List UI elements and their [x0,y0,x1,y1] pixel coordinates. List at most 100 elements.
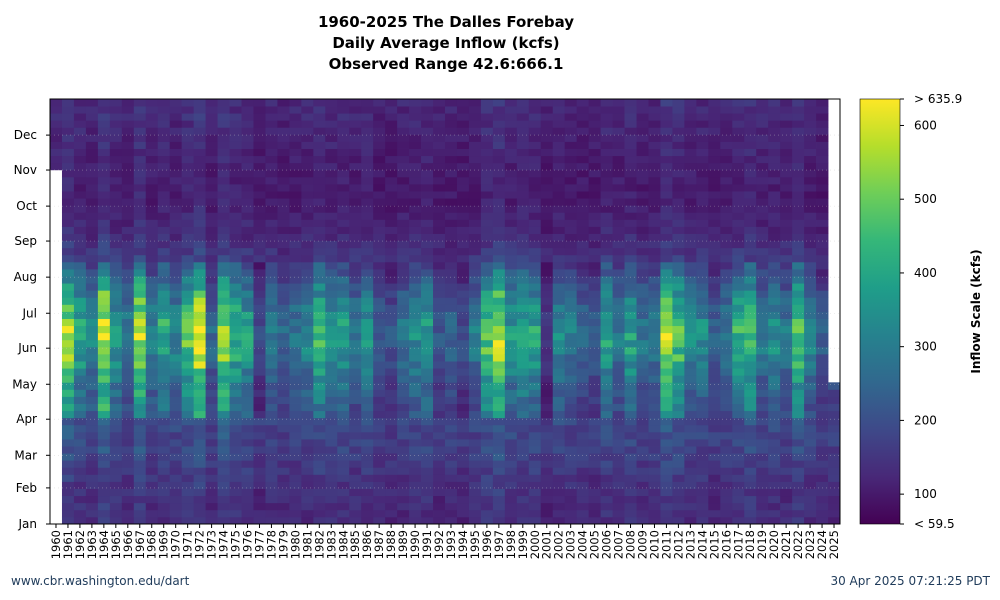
heat-cell [768,354,781,362]
heat-cell [217,382,230,390]
heat-cell [624,162,637,171]
heat-cell [504,290,518,298]
heat-cell [732,219,745,227]
heat-cell [133,269,147,277]
heat-cell [576,332,590,341]
heat-cell [552,276,566,284]
heat-cell [325,467,338,475]
y-tick-label: Mar [14,448,37,462]
heat-cell [528,446,542,454]
heat-cell [205,106,218,114]
heat-cell [385,219,398,227]
heat-cell [73,417,87,426]
heat-cell [301,127,314,135]
heat-cell [564,389,578,397]
heat-cell [361,446,374,454]
heat-cell [157,184,171,192]
heat-cell [85,481,99,489]
heat-cell [756,191,769,199]
heat-cell [456,346,470,355]
heat-cell [193,417,207,426]
heat-cell [624,389,637,397]
heat-cell [85,233,99,242]
heat-cell [289,460,302,468]
heat-cell [732,134,745,142]
heat-cell [169,290,183,298]
heat-cell [636,155,649,164]
heat-cell [397,410,410,419]
heat-cell [684,176,697,185]
heat-cell [804,488,817,497]
heat-cell [732,332,745,341]
heat-cell [145,247,159,256]
heat-cell [804,212,817,220]
heat-cell [253,410,266,419]
heat-cell [684,304,697,312]
heat-cell [385,233,398,242]
heat-cell [576,134,590,142]
heat-cell [720,325,733,334]
heat-cell [385,290,398,298]
heat-cell [397,254,410,263]
x-tick-label: 1968 [145,530,159,559]
heat-cell [492,99,506,107]
heat-cell [480,318,494,327]
heat-cell [456,474,470,482]
heat-cell [385,361,398,369]
heat-cell [253,460,266,468]
heat-cell [205,120,218,128]
heat-cell [217,176,230,185]
heat-cell [229,226,242,234]
heat-cell [672,155,685,164]
heat-cell [612,325,625,334]
heat-cell [193,382,207,390]
heat-cell [265,431,278,440]
heat-cell [732,424,745,433]
heat-cell [145,495,159,504]
heat-cell [133,261,147,270]
heat-cell [397,191,410,199]
heat-cell [612,254,625,263]
heat-cell [516,254,530,263]
heat-cell [289,99,302,107]
heat-cell [337,247,350,256]
heat-cell [720,113,733,121]
heat-cell [684,141,697,149]
heat-cell [253,382,266,390]
heat-cell [385,318,398,327]
heat-cell [337,361,350,369]
heat-cell [61,460,75,468]
heat-cell [600,276,613,284]
heat-cell [480,297,494,305]
heat-cell [480,453,494,461]
heat-cell [492,254,506,263]
heat-cell [828,467,841,475]
heat-cell [816,99,829,107]
heat-cell [516,354,530,362]
heat-cell [660,417,673,426]
heat-cell [97,375,111,383]
heat-cell [421,134,434,142]
heat-cell [217,127,230,135]
heat-cell [157,261,171,270]
heat-cell [217,148,230,157]
heat-cell [109,254,123,263]
heat-cell [804,446,817,454]
heat-cell [636,481,649,489]
heat-cell [648,325,661,334]
heat-cell [121,410,135,419]
heat-cell [73,176,87,185]
heat-cell [564,198,578,206]
heat-cell [277,169,290,178]
heat-cell [792,460,805,468]
heat-cell [660,169,673,178]
heat-cell [768,176,781,185]
heat-cell [588,290,602,298]
heat-cell [768,339,781,348]
heat-cell [468,488,482,497]
heat-cell [552,205,566,213]
heat-cell [588,488,602,497]
heat-cell [421,424,434,433]
y-tick-label: Feb [16,481,37,495]
footer-url[interactable]: www.cbr.washington.edu/dart [11,574,190,588]
